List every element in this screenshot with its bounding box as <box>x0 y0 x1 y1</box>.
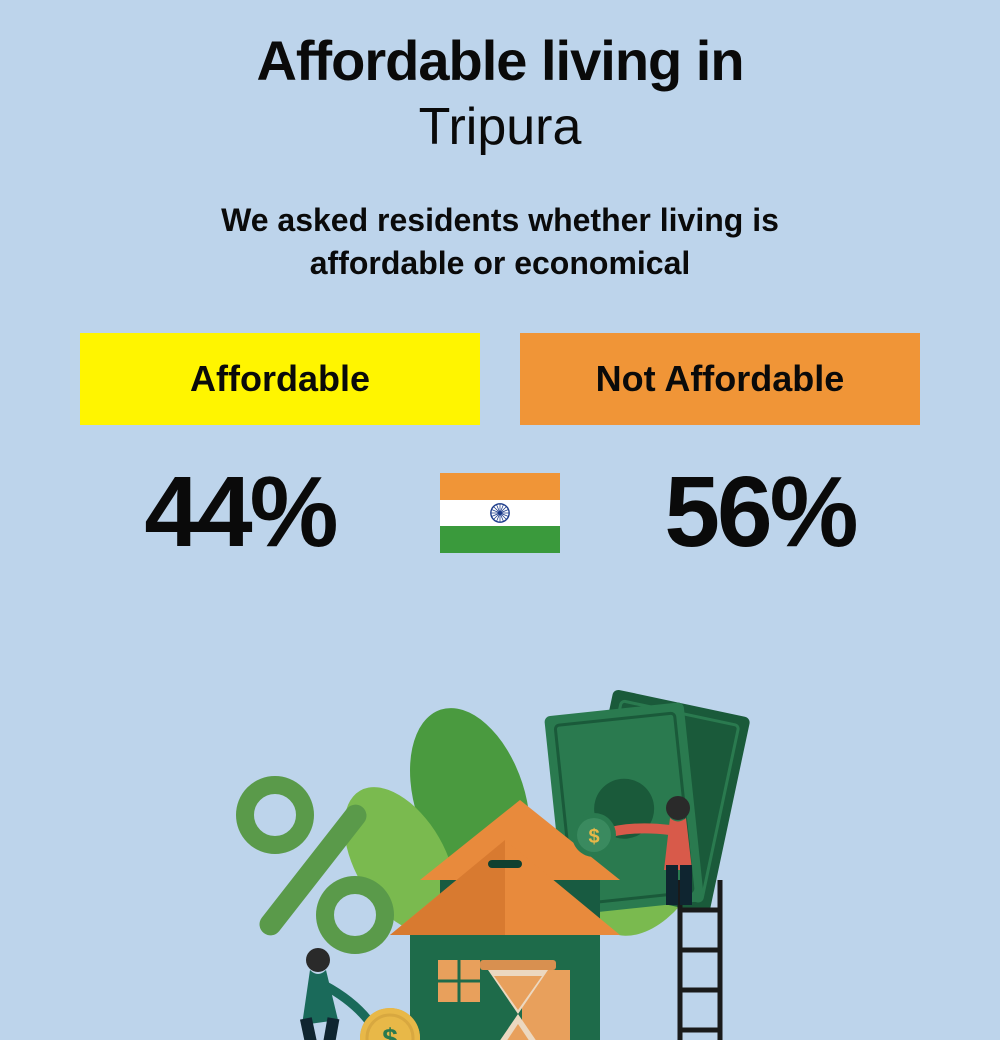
option-affordable-label: Affordable <box>190 358 370 400</box>
percent-not-affordable: 56% <box>590 455 930 570</box>
affordability-illustration: $ $ <box>180 660 820 1040</box>
percent-affordable: 44% <box>70 455 410 570</box>
option-affordable: Affordable <box>80 333 480 425</box>
subtitle: We asked residents whether living is aff… <box>0 199 1000 285</box>
person-rolling-coin-icon: $ <box>300 948 420 1040</box>
title-line-1: Affordable living in <box>0 28 1000 93</box>
ashoka-chakra-icon <box>489 502 511 524</box>
svg-text:$: $ <box>588 826 599 848</box>
subtitle-line-1: We asked residents whether living is <box>221 202 779 238</box>
title-line-2: Tripura <box>0 97 1000 157</box>
india-flag-icon <box>440 473 560 553</box>
option-not-affordable-label: Not Affordable <box>596 358 845 400</box>
flag-stripe-white <box>440 500 560 527</box>
options-row: Affordable Not Affordable <box>0 333 1000 425</box>
title-block: Affordable living in Tripura <box>0 0 1000 157</box>
flag-stripe-saffron <box>440 473 560 500</box>
percent-row: 44% 56% <box>0 455 1000 570</box>
option-not-affordable: Not Affordable <box>520 333 920 425</box>
svg-text:$: $ <box>382 1023 398 1040</box>
subtitle-line-2: affordable or economical <box>310 245 691 281</box>
flag-stripe-green <box>440 526 560 553</box>
